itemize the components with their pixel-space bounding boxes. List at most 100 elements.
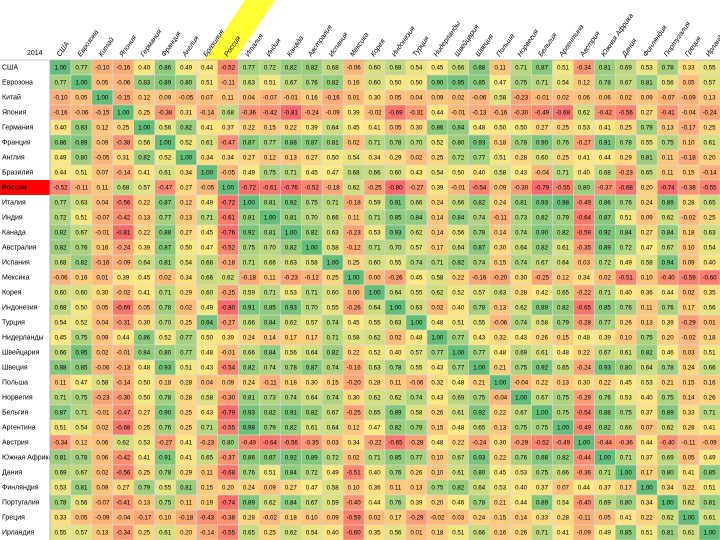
cell-label: 0.22 [243,125,256,132]
cell-label: -0.14 [200,110,215,117]
cell-label: 0.69 [599,500,612,507]
cell-label: 0.21 [662,380,675,387]
cell-label: 0.03 [683,350,696,357]
cell-label: -0.06 [347,65,362,72]
cell-label: 0.71 [201,425,214,432]
cell-label: 0.09 [327,515,340,522]
cell-label: 0.14 [431,230,444,237]
cell-label: 0.05 [683,455,696,462]
cell-label: 0.58 [96,380,109,387]
cell-label: 0.30 [306,380,319,387]
cell-label: 0.47 [369,425,382,432]
cell-label: -0.11 [577,515,591,522]
cell-label: 1.00 [662,500,675,507]
cell-label: 0.44 [578,485,591,492]
cell-label: 0.82 [75,260,88,267]
cell-label: 0.94 [201,320,214,327]
cell-label: 0.22 [494,455,507,462]
cell-label: 1.00 [75,80,88,87]
cell-label: 0.81 [327,140,340,147]
cell-label: 0.44 [431,110,444,117]
cell-label: 0.43 [201,410,214,417]
cell-label: 0.69 [515,350,528,357]
cell-label: 0.13 [180,215,193,222]
cell-label: 0.22 [494,410,507,417]
cell-label: -0.52 [221,245,236,252]
cell-label: 0.93 [285,305,298,312]
cell-label: -0.01 [451,110,466,117]
cell-label: 0.02 [389,335,402,342]
cell-label: 0.24 [243,335,256,342]
cell-label: 0.63 [704,230,717,237]
cell-label: -0.65 [388,440,403,447]
cell-label: 0.90 [431,80,444,87]
cell-label: 0.60 [369,260,382,267]
cell-label: 0.04 [96,320,109,327]
row-label: Швейцария [2,348,40,356]
cell-label: 0.89 [536,500,549,507]
cell-label: 0.13 [494,305,507,312]
cell-label: 0.78 [159,470,172,477]
cell-label: 0.51 [494,155,507,162]
cell-label: 0.78 [54,500,67,507]
cell-label: 0.58 [494,170,507,177]
row-label: Япония [2,109,27,116]
cell-label: 0.76 [389,470,402,477]
cell-label: -0.29 [577,395,592,402]
cell-label: 0.13 [285,155,298,162]
row-label: Россия [2,184,27,191]
cell-label: 0.82 [264,410,277,417]
cell-label: 0.28 [180,380,193,387]
cell-label: 0.19 [201,500,214,507]
cell-label: 0.41 [369,125,382,132]
cell-label: 0.22 [452,275,465,282]
cell-label: 0.20 [662,335,675,342]
cell-label: 0.53 [641,65,654,72]
cell-label: 0.20 [431,500,444,507]
row-label: Дания [2,469,22,476]
cell-label: 0.26 [704,395,717,402]
cell-label: -0.07 [661,95,676,102]
cell-label: 0.29 [620,155,633,162]
cell-label: 0.17 [285,335,298,342]
cell-label: 0.76 [620,305,633,312]
cell-label: 0.48 [431,320,444,327]
cell-label: 0.87 [306,140,319,147]
cell-label: 0.18 [704,335,717,342]
cell-label: 0.62 [410,230,423,237]
cell-label: 0.66 [452,200,465,207]
cell-label: 0.68 [599,170,612,177]
cell-label: -0.04 [514,380,529,387]
cell-label: 0.44 [515,500,528,507]
cell-label: 0.78 [473,230,486,237]
row-label: Англия [2,154,25,161]
cell-label: -0.69 [388,110,403,117]
cell-label: 0.46 [452,500,465,507]
cell-label: 0.74 [515,260,528,267]
cell-label: 0.60 [75,290,88,297]
cell-label: 0.05 [75,515,88,522]
cell-label: 0.71 [264,290,277,297]
cell-label: 0.56 [75,500,88,507]
cell-label: 0.55 [327,305,340,312]
cell-label: 0.74 [264,365,277,372]
cell-label: 0.81 [159,260,172,267]
cell-label: 0.67 [327,410,340,417]
cell-label: 0.61 [557,245,570,252]
cell-label: 0.22 [599,380,612,387]
cell-label: 0.57 [75,530,88,537]
cell-label: 0.61 [201,140,214,147]
cell-label: 0.62 [683,500,696,507]
cell-label: 0.56 [662,80,675,87]
cell-label: 0.41 [620,515,633,522]
cell-label: 0.71 [327,335,340,342]
cell-label: -0.23 [619,170,634,177]
cell-label: 0.49 [327,470,340,477]
cell-label: 0.40 [704,260,717,267]
cell-label: 0.53 [515,470,528,477]
cell-label: 0.22 [683,485,696,492]
cell-label: 0.81 [243,215,256,222]
cell-label: -0.51 [347,470,362,477]
cell-label: 0.76 [515,455,528,462]
cell-label: 0.89 [306,455,319,462]
